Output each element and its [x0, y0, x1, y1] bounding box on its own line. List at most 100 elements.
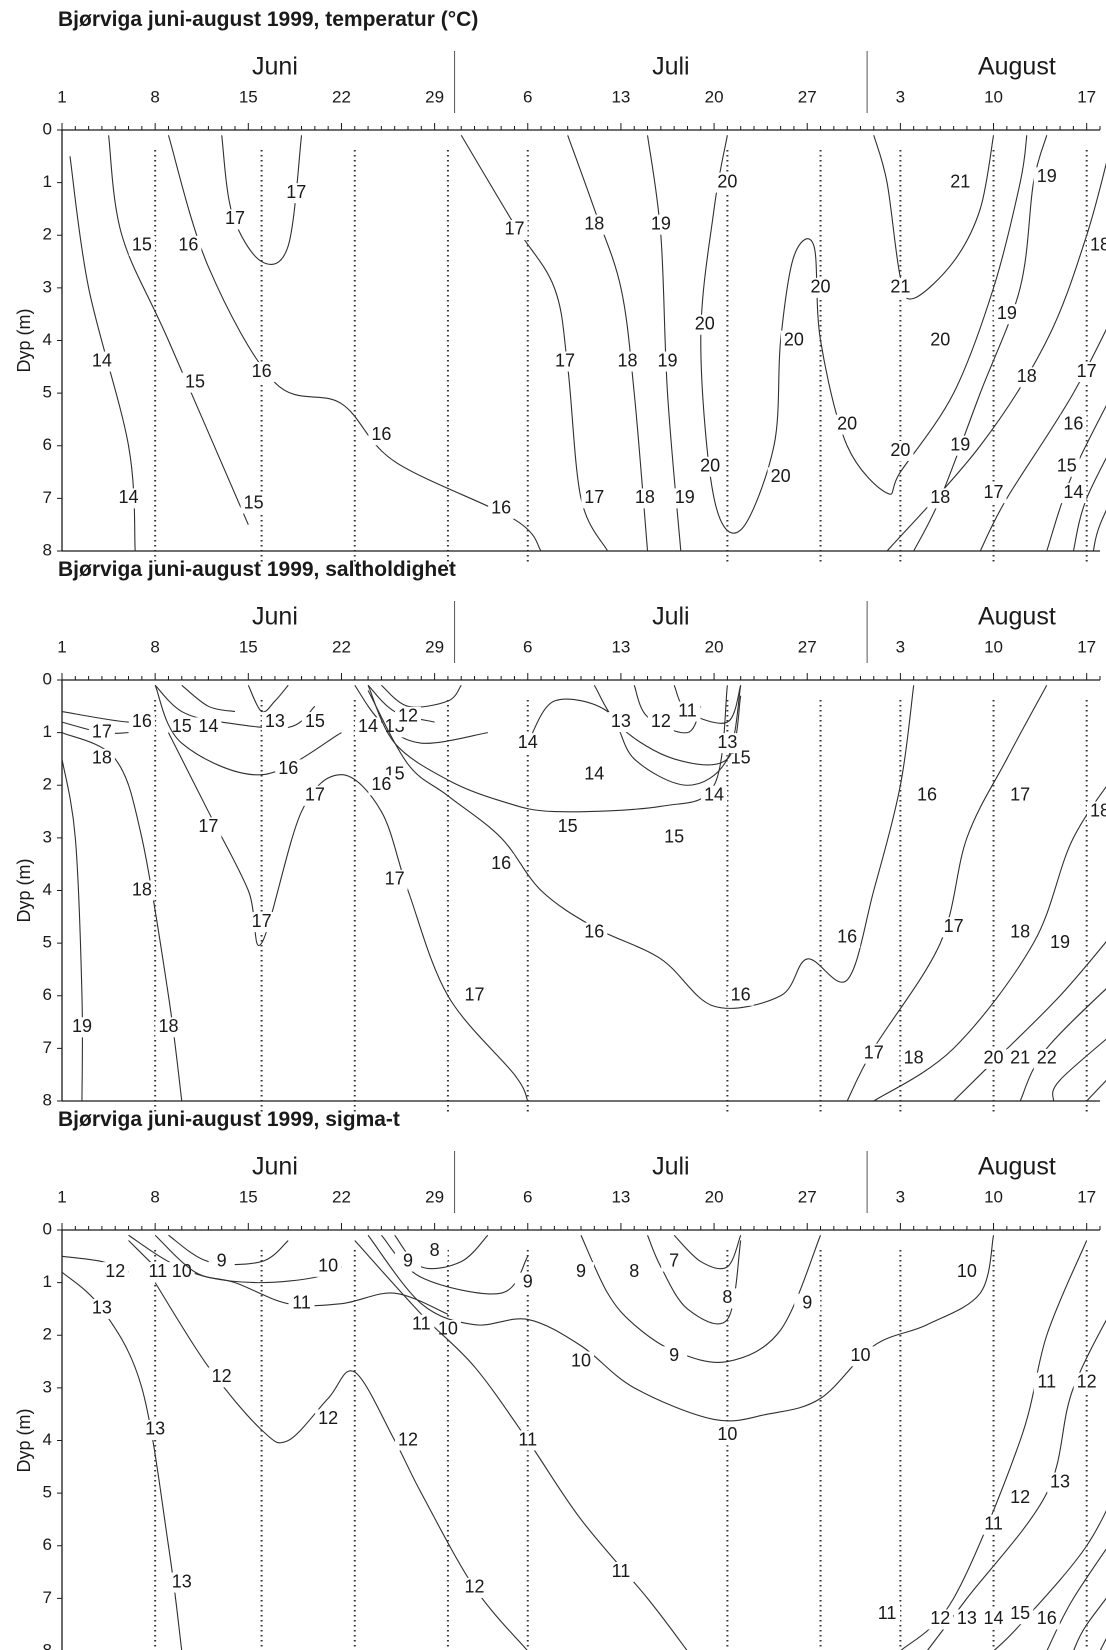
contour-label-bg: [554, 817, 581, 838]
contour-label: 15: [1057, 456, 1077, 476]
contour-label: 17: [198, 816, 218, 836]
contour-line: [1086, 1079, 1106, 1102]
contour-label: 17: [252, 911, 272, 931]
y-tick-label: 8: [43, 1640, 52, 1650]
contour-label-bg: [240, 493, 267, 514]
contour-label: 18: [1010, 921, 1030, 941]
x-tick-label: 29: [425, 1187, 444, 1206]
contour-label-bg: [701, 785, 728, 806]
x-tick-label: 13: [611, 637, 630, 656]
contour-line: [953, 941, 1106, 1102]
contour-label: 19: [657, 350, 677, 370]
contour-label: 20: [695, 313, 715, 333]
contour-label: 16: [731, 985, 751, 1005]
contour-label: 20: [811, 277, 831, 297]
contour-label-bg: [691, 314, 718, 335]
y-tick-label: 0: [43, 1219, 52, 1238]
contour-label: 20: [717, 171, 737, 191]
x-tick-label: 13: [611, 87, 630, 106]
contour-line: [247, 684, 289, 713]
contour-label-bg: [780, 330, 807, 351]
x-tick-label: 27: [798, 1187, 817, 1206]
contour-label-bg: [674, 701, 701, 722]
contour-label-bg: [993, 304, 1020, 325]
contour-label: 17: [504, 219, 524, 239]
contour-label: 17: [385, 869, 405, 889]
y-tick-label: 1: [43, 172, 52, 191]
contour-label: 15: [558, 816, 578, 836]
x-tick-label: 22: [332, 87, 351, 106]
contour-label: 13: [1050, 1471, 1070, 1491]
contour-label-bg: [727, 985, 754, 1006]
contour-label-bg: [261, 712, 288, 733]
contour-label-bg: [315, 1256, 342, 1277]
contour-label-bg: [514, 1430, 541, 1451]
contour-label-bg: [1053, 456, 1080, 477]
contour-label: 15: [172, 716, 192, 736]
contour-label: 13: [265, 711, 285, 731]
contour-line: [873, 135, 995, 300]
contour-label: 15: [305, 711, 325, 731]
contour-label-bg: [661, 1346, 688, 1367]
contour-line: [108, 135, 249, 525]
contour-label-bg: [68, 1017, 95, 1038]
contour-label: 19: [1037, 166, 1057, 186]
contour-label-bg: [142, 1419, 169, 1440]
contour-label-bg: [914, 785, 940, 806]
contour-label: 12: [465, 1577, 485, 1597]
contour-label: 12: [105, 1261, 125, 1281]
contour-label-bg: [1007, 1048, 1034, 1069]
contour-label-bg: [368, 775, 395, 796]
contour-label-bg: [727, 748, 754, 769]
y-tick-label: 1: [43, 722, 52, 741]
month-label: Juni: [252, 53, 298, 81]
contour-label: 16: [178, 235, 198, 255]
x-tick-label: 29: [425, 637, 444, 656]
contour-label-bg: [488, 854, 515, 875]
contour-label-bg: [88, 722, 115, 743]
contour-label-bg: [1013, 367, 1040, 388]
contour-label: 9: [669, 1345, 679, 1365]
y-tick-label: 5: [43, 933, 52, 952]
contour-label: 10: [717, 1424, 737, 1444]
x-tick-label: 27: [798, 87, 817, 106]
contour-label: 17: [584, 487, 604, 507]
contour-label-bg: [900, 1048, 927, 1069]
contour-label-bg: [647, 712, 674, 733]
contour-line: [367, 684, 435, 723]
contour-label: 11: [292, 1292, 311, 1312]
contour-label: 16: [1063, 413, 1083, 433]
contour-label: 17: [305, 785, 325, 805]
month-label: August: [978, 53, 1056, 81]
contour-label: 11: [612, 1561, 631, 1581]
y-tick-label: 6: [43, 1535, 52, 1554]
contour-line: [1052, 1038, 1106, 1102]
contour-line: [167, 732, 529, 1102]
contour-line: [1092, 509, 1106, 552]
x-tick-label: 15: [239, 637, 258, 656]
contour-label-bg: [208, 1367, 235, 1388]
contour-label-bg: [88, 748, 115, 769]
contour-label-bg: [1060, 414, 1087, 435]
contour-label-bg: [88, 351, 115, 372]
contour-label-bg: [661, 827, 688, 848]
contour-label-bg: [980, 1514, 1007, 1535]
contour-label-bg: [1060, 483, 1087, 504]
contour-label: 18: [1090, 800, 1106, 820]
contour-label-bg: [168, 1572, 195, 1593]
contour-label-bg: [128, 880, 155, 901]
month-label: Juli: [652, 603, 690, 631]
contour-label-bg: [834, 414, 861, 435]
contour-line: [1046, 1548, 1106, 1650]
contour-label: 15: [664, 827, 684, 847]
contour-label: 10: [571, 1350, 591, 1370]
contour-label: 15: [132, 235, 152, 255]
x-tick-label: 1: [57, 1187, 66, 1206]
contour-label: 18: [1090, 235, 1106, 255]
contour-label: 18: [635, 487, 655, 507]
contour-label-bg: [461, 985, 488, 1006]
contour-line: [154, 1282, 528, 1650]
contour-label: 10: [318, 1256, 338, 1276]
